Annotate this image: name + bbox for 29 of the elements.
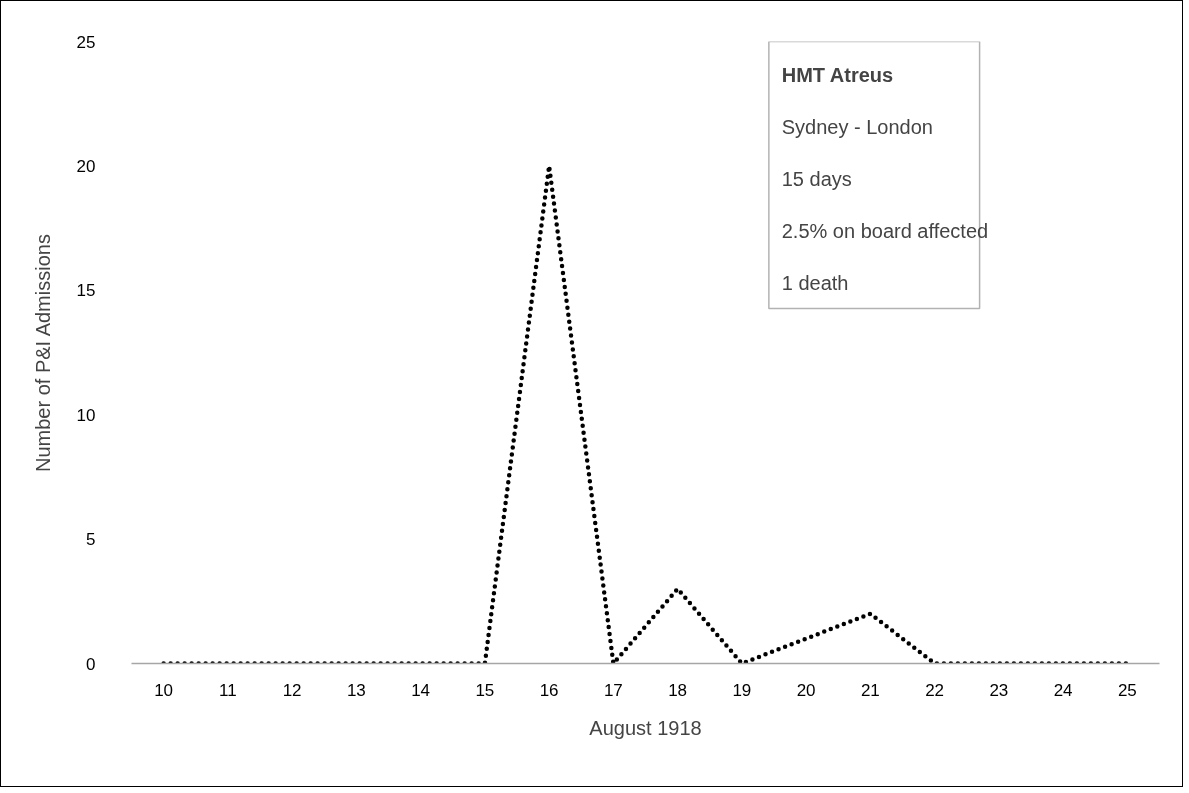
annotation: HMT Atreus	[781, 64, 894, 87]
x-tick-label: 10	[154, 680, 174, 700]
x-tick-label: 21	[860, 680, 880, 700]
x-tick-label: 20	[796, 680, 816, 700]
x-axis-title: August 1918	[589, 716, 702, 739]
x-tick-label: 19	[732, 680, 752, 700]
y-tick-label: 0	[86, 654, 96, 674]
annotation: Sydney - London	[781, 116, 933, 139]
x-tick-label: 12	[282, 680, 302, 700]
y-axis-title: Number of P&I Admissions	[31, 234, 54, 472]
y-tick-label: 5	[86, 530, 96, 550]
x-tick-label: 14	[411, 680, 431, 700]
x-tick-label: 22	[925, 680, 945, 700]
x-tick-label: 25	[1117, 680, 1137, 700]
annotation: 15 days	[781, 167, 852, 190]
x-tick-label: 16	[539, 680, 559, 700]
x-tick-label: 18	[668, 680, 688, 700]
x-tick-label: 24	[1053, 680, 1073, 700]
y-tick-label: 10	[76, 405, 96, 425]
x-tick-label: 23	[989, 680, 1009, 700]
x-tick-label: 15	[475, 680, 495, 700]
y-tick-label: 15	[76, 281, 96, 301]
x-tick-label: 13	[346, 680, 366, 700]
y-tick-label: 20	[76, 156, 96, 176]
annotation: 2.5% on board affected	[781, 219, 989, 242]
x-tick-label: 11	[219, 680, 237, 700]
annotation: 1 death	[781, 271, 849, 294]
y-tick-label: 25	[76, 32, 96, 52]
x-tick-label: 17	[603, 680, 623, 700]
